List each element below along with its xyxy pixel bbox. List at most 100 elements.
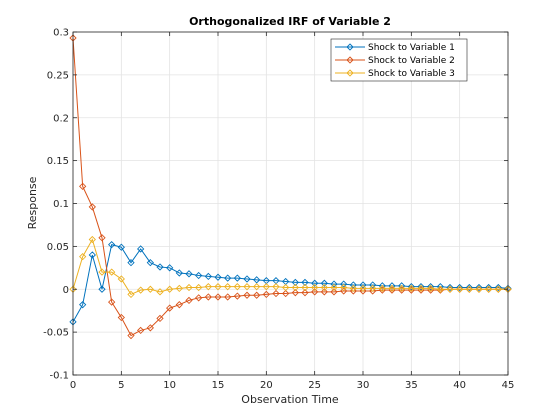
x-tick-label: 10: [163, 380, 176, 391]
data-point: [195, 294, 203, 302]
data-point: [282, 283, 290, 292]
data-point: [204, 272, 212, 281]
data-point: [465, 285, 473, 293]
data-point: [98, 234, 106, 242]
data-point: [330, 283, 338, 292]
series-1: [69, 241, 512, 326]
data-point: [262, 283, 270, 291]
series-line-3: [72, 238, 508, 296]
legend-marker: [346, 43, 354, 51]
x-tick-label: 15: [212, 380, 225, 391]
data-point: [195, 271, 203, 280]
data-point: [146, 285, 154, 293]
data-point: [485, 283, 493, 292]
data-point: [224, 274, 232, 282]
tick-labels: 0 5 10 15 20 25 30 35 40 45 -0.1 -0.05 0 0.05 0.1 0.15 0…: [43, 28, 514, 392]
data-point: [233, 283, 241, 291]
data-point: [175, 284, 183, 293]
y-tick-label: 0.25: [47, 70, 69, 81]
data-point: [127, 331, 135, 340]
data-point: [117, 243, 125, 251]
y-tick-label: 0.05: [47, 242, 69, 253]
legend-entry-1: Shock to Variable 1: [335, 43, 455, 53]
legend-label: Shock to Variable 3: [368, 69, 455, 79]
data-point: [175, 301, 183, 309]
data-point: [369, 284, 377, 293]
chart-title: Orthogonalized IRF of Variable 2: [189, 15, 391, 28]
data-point: [407, 284, 415, 293]
legend-label: Shock to Variable 1: [368, 43, 455, 53]
data-point: [446, 283, 454, 292]
data-point: [204, 293, 212, 301]
series-line-2: [72, 37, 508, 337]
x-tick-label: 30: [357, 380, 370, 391]
y-tick-label: 0.1: [53, 199, 69, 210]
data-point: [175, 269, 183, 277]
data-point: [108, 298, 116, 306]
data-point: [494, 285, 502, 293]
data-point: [166, 304, 174, 312]
data-point: [494, 283, 502, 292]
data-point: [98, 268, 106, 276]
data-point: [301, 289, 309, 297]
data-point: [291, 283, 299, 292]
data-point: [311, 288, 319, 296]
data-point: [446, 285, 454, 293]
data-point: [311, 279, 319, 287]
y-tick-label: 0.2: [53, 113, 69, 124]
data-point: [456, 285, 464, 293]
x-axis-label: Observation Time: [241, 393, 339, 406]
legend-marker: [346, 69, 354, 77]
y-tick-label: 0: [63, 285, 69, 296]
data-point: [185, 283, 193, 292]
data-point: [465, 283, 473, 292]
data-point: [127, 259, 135, 267]
data-point: [427, 284, 435, 293]
data-point: [291, 278, 299, 287]
x-tick-label: 5: [118, 380, 124, 391]
data-point: [233, 274, 241, 282]
data-point: [320, 279, 328, 287]
legend-marker: [346, 56, 354, 64]
data-point: [79, 301, 87, 309]
data-point: [98, 285, 106, 293]
data-point: [146, 259, 154, 267]
data-point: [436, 285, 444, 293]
data-point: [146, 324, 154, 332]
data-point: [485, 285, 493, 293]
data-point: [456, 283, 464, 292]
data-point: [272, 283, 280, 291]
data-point: [349, 284, 357, 293]
data-point: [262, 290, 270, 299]
data-point: [137, 286, 145, 294]
data-point: [475, 283, 483, 292]
x-tick-label: 40: [453, 380, 466, 391]
data-point: [475, 285, 483, 293]
series-3: [69, 235, 512, 299]
data-point: [117, 275, 125, 283]
data-point: [156, 288, 164, 296]
data-point: [204, 283, 212, 291]
data-point: [79, 182, 87, 190]
ticks: [72, 31, 509, 376]
data-point: [166, 285, 174, 293]
data-point: [272, 289, 280, 298]
y-tick-label: -0.05: [43, 328, 69, 339]
data-point: [88, 203, 96, 211]
data-point: [359, 284, 367, 293]
data-point: [398, 284, 406, 293]
data-point: [340, 283, 348, 292]
data-point: [224, 283, 232, 291]
x-tick-label: 35: [405, 380, 418, 391]
data-point: [282, 289, 290, 298]
data-point: [243, 275, 251, 283]
data-point: [88, 251, 96, 259]
x-tick-label: 20: [260, 380, 273, 391]
legend-entry-2: Shock to Variable 2: [335, 56, 455, 66]
data-point: [320, 283, 328, 292]
data-point: [195, 283, 203, 292]
data-point: [214, 283, 222, 291]
data-point: [79, 253, 87, 261]
data-point: [301, 278, 309, 287]
data-point: [224, 293, 232, 301]
